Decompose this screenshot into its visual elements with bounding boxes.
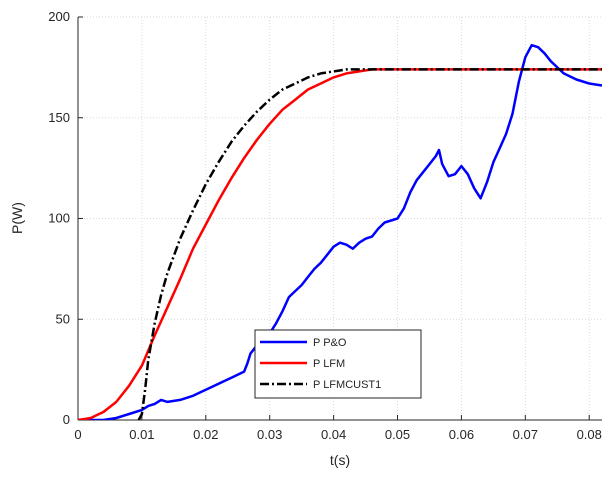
x-tick-label: 0.05: [385, 427, 410, 442]
legend-label: P LFMCUST1: [313, 379, 381, 391]
series-lines: [78, 43, 602, 420]
x-tick-label: 0.06: [449, 427, 474, 442]
axes: [77, 16, 602, 421]
x-tick-label: 0.07: [513, 427, 538, 442]
x-tick-label: 0.01: [129, 427, 154, 442]
y-tick-label: 150: [48, 110, 70, 125]
grid: [78, 16, 602, 420]
tick-labels: 0 0.01 0.02 0.03 0.04 0.05 0.06 0.07 0.08 0 50 100 1…: [48, 9, 602, 442]
legend: P P&O P LFM P LFMCUST1: [254, 329, 422, 399]
series-line-p-lfm: [78, 68, 602, 420]
x-tick-label: 0.08: [577, 427, 602, 442]
y-tick-label: 0: [63, 412, 70, 427]
series-line-p-lfmcust1: [137, 68, 602, 420]
x-tick-label: 0.03: [257, 427, 282, 442]
x-tick-label: 0.04: [321, 427, 346, 442]
y-axis-label: P(W): [9, 202, 25, 234]
y-tick-label: 100: [48, 211, 70, 226]
legend-label: P LFM: [313, 358, 345, 370]
y-tick-label: 200: [48, 9, 70, 24]
legend-label: P P&O: [313, 337, 347, 349]
y-tick-label: 50: [56, 311, 70, 326]
x-tick-label: 0: [74, 427, 81, 442]
x-axis-label: t(s): [330, 452, 350, 468]
series-line-p-p-o: [78, 43, 602, 420]
x-tick-label: 0.02: [193, 427, 218, 442]
